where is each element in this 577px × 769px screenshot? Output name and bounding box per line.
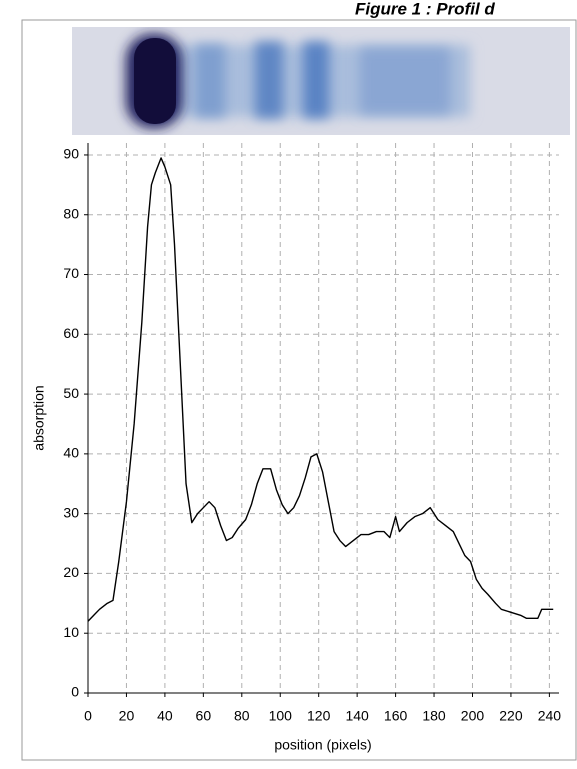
y-axis-label: absorption: [31, 385, 47, 450]
x-tick-label: 160: [384, 708, 408, 724]
y-tick-label: 90: [63, 146, 79, 162]
x-tick-label: 120: [307, 708, 331, 724]
y-tick-label: 20: [63, 564, 79, 580]
y-tick-label: 80: [63, 205, 79, 221]
gel-image: [72, 27, 570, 135]
x-tick-label: 100: [269, 708, 293, 724]
x-tick-label: 0: [84, 708, 92, 724]
y-tick-label: 10: [63, 624, 79, 640]
x-tick-label: 240: [538, 708, 562, 724]
x-tick-label: 180: [422, 708, 446, 724]
chart: Figure 1 : Profil d absorption position …: [0, 0, 577, 769]
y-tick-label: 0: [71, 684, 79, 700]
x-tick-label: 140: [345, 708, 369, 724]
x-tick-label: 80: [234, 708, 250, 724]
y-tick-label: 50: [63, 385, 79, 401]
page: {"chart_data": {"type": "line", "title":…: [0, 0, 577, 769]
x-tick-label: 60: [196, 708, 212, 724]
y-tick-label: 70: [63, 265, 79, 281]
x-tick-label: 200: [461, 708, 485, 724]
x-tick-label: 220: [499, 708, 523, 724]
y-tick-label: 30: [63, 504, 79, 520]
y-tick-label: 40: [63, 445, 79, 461]
chart-title: Figure 1 : Profil d: [355, 0, 495, 18]
y-tick-label: 60: [63, 325, 79, 341]
x-axis-label: position (pixels): [274, 737, 371, 753]
x-tick-label: 40: [157, 708, 173, 724]
x-tick-label: 20: [119, 708, 135, 724]
